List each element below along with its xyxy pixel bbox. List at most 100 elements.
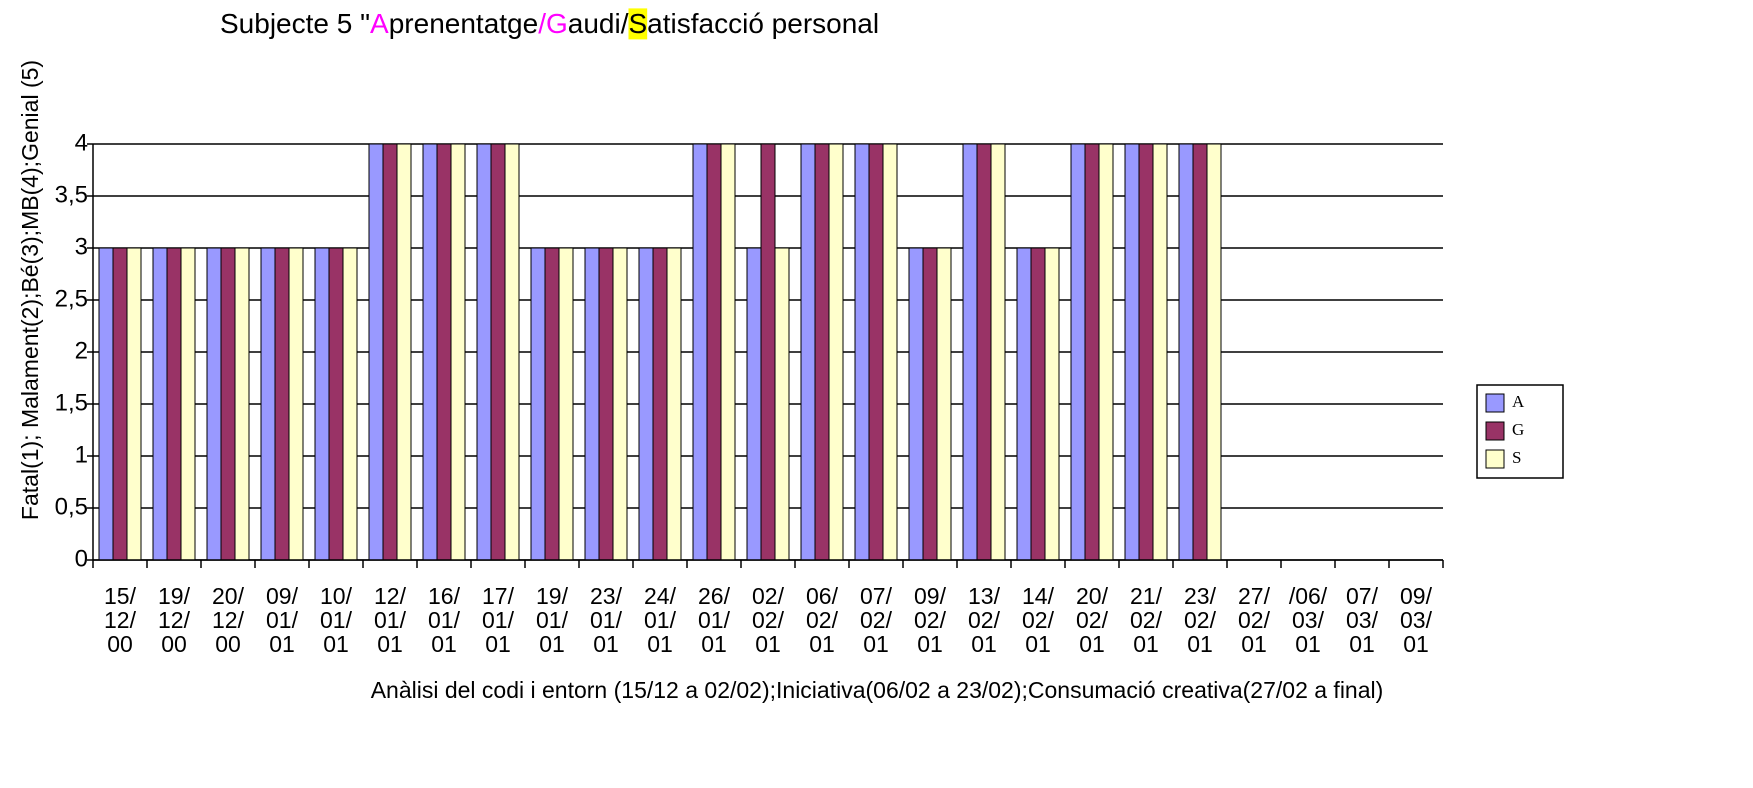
bar [652, 247, 668, 561]
bar [760, 143, 776, 561]
x-tick-label: 09/03/01 [1400, 583, 1433, 657]
x-tick-label: 26/01/01 [698, 583, 731, 657]
bar [126, 247, 142, 561]
bar [908, 247, 924, 561]
bar [692, 143, 708, 561]
y-tick-label: 2,5 [55, 285, 88, 312]
title-highlight [628, 8, 648, 40]
legend-swatch [1485, 449, 1505, 469]
title-part: prenentatge [389, 8, 538, 39]
x-tick-label: 10/01/01 [320, 583, 353, 657]
bar [558, 247, 574, 561]
x-tick-label: 06/02/01 [806, 583, 839, 657]
bar [638, 247, 654, 561]
bar [584, 247, 600, 561]
bar [476, 143, 492, 561]
legend-swatch [1485, 393, 1505, 413]
bar [206, 247, 222, 561]
y-tick-label: 3 [75, 233, 88, 260]
x-tick-label: 23/01/01 [590, 583, 623, 657]
bar [1124, 143, 1140, 561]
bar [814, 143, 830, 561]
bar [774, 247, 790, 561]
bar [422, 143, 438, 561]
bar [342, 247, 358, 561]
bar [666, 247, 682, 561]
title-part: atisfacció personal [647, 8, 879, 39]
x-tick-label: 12/01/01 [374, 583, 407, 657]
x-tick-label: 09/01/01 [266, 583, 299, 657]
bar [544, 247, 560, 561]
bar [1178, 143, 1194, 561]
bar [854, 143, 870, 561]
bar [1044, 247, 1060, 561]
title-part: Subjecte 5 " [220, 8, 370, 39]
bar [1138, 143, 1154, 561]
x-tick-label: 20/12/00 [212, 583, 245, 657]
bar [368, 143, 384, 561]
bar [530, 247, 546, 561]
x-tick-label: 09/02/01 [914, 583, 947, 657]
bar [976, 143, 992, 561]
y-tick-label: 0 [75, 545, 88, 572]
bar [1070, 143, 1086, 561]
bar [936, 247, 952, 561]
bar [152, 247, 168, 561]
bar [746, 247, 762, 561]
x-tick-label: 07/03/01 [1346, 583, 1379, 657]
y-tick-label: 3,5 [55, 181, 88, 208]
y-tick-label: 2 [75, 337, 88, 364]
x-tick-label: 24/01/01 [644, 583, 677, 657]
bar [396, 143, 412, 561]
bar [598, 247, 614, 561]
x-tick-label: 20/02/01 [1076, 583, 1109, 657]
legend-label: G [1512, 420, 1524, 439]
bar [112, 247, 128, 561]
bar [166, 247, 182, 561]
bar [1206, 143, 1222, 561]
x-tick-label: /06/03/01 [1289, 583, 1328, 657]
bar [882, 143, 898, 561]
bar [1152, 143, 1168, 561]
bar [180, 247, 196, 561]
bar [706, 143, 722, 561]
bar [1192, 143, 1208, 561]
bar [612, 247, 628, 561]
bar [288, 247, 304, 561]
bar [436, 143, 452, 561]
y-tick-label: 4 [75, 129, 88, 156]
bar [450, 143, 466, 561]
x-tick-label: 02/02/01 [752, 583, 785, 657]
x-tick-label: 15/12/00 [104, 583, 137, 657]
bar [328, 247, 344, 561]
bar [922, 247, 938, 561]
x-tick-label: 19/01/01 [536, 583, 569, 657]
x-tick-label: 17/01/01 [482, 583, 515, 657]
bar [828, 143, 844, 561]
bar [314, 247, 330, 561]
y-tick-label: 1 [75, 441, 88, 468]
bar [504, 143, 520, 561]
bar [98, 247, 114, 561]
x-tick-label: 21/02/01 [1130, 583, 1163, 657]
bar [720, 143, 736, 561]
bar [382, 143, 398, 561]
y-tick-label: 1,5 [55, 389, 88, 416]
bar [220, 247, 236, 561]
bar [1098, 143, 1114, 561]
bar [1016, 247, 1032, 561]
x-tick-label: 07/02/01 [860, 583, 893, 657]
x-tick-label: 16/01/01 [428, 583, 461, 657]
bar [990, 143, 1006, 561]
bar [1084, 143, 1100, 561]
bar [868, 143, 884, 561]
bar [260, 247, 276, 561]
bar [1030, 247, 1046, 561]
title-part: /G [538, 8, 568, 39]
x-tick-label: 13/02/01 [968, 583, 1001, 657]
y-tick-label: 0,5 [55, 493, 88, 520]
legend-swatch [1485, 421, 1505, 441]
bar [490, 143, 506, 561]
legend-label: S [1512, 448, 1521, 467]
